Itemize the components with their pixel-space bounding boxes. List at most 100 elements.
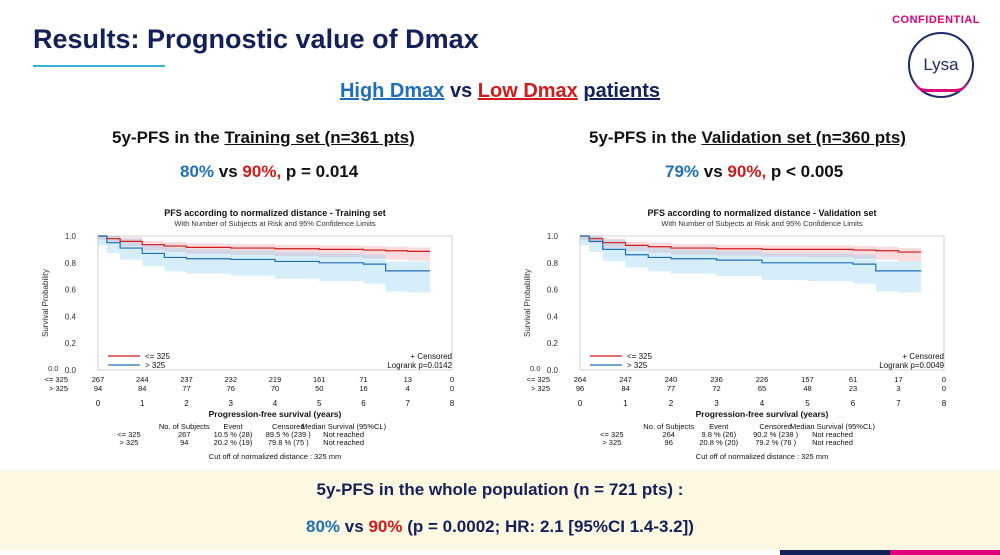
at-risk-count: 0 xyxy=(942,384,946,393)
validation-km-chart: PFS according to normalized distance - V… xyxy=(523,208,947,461)
x-tick-label: 4 xyxy=(273,399,278,408)
at-risk-count: 0 xyxy=(450,375,454,384)
chart-title: PFS according to normalized distance - T… xyxy=(164,208,386,218)
validation-heading: 5y-PFS in the Validation set (n=360 pts) xyxy=(589,128,906,148)
at-risk-group-label: <= 325 xyxy=(45,375,68,384)
x-tick-label: 3 xyxy=(229,399,234,408)
summary-group: <= 325 xyxy=(600,430,623,439)
zero-tick-label: 0.0 xyxy=(530,364,540,373)
summary-cell: 10.5 % (28) xyxy=(214,430,253,439)
at-risk-count: 48 xyxy=(803,384,811,393)
subtitle-low: Low Dmax xyxy=(477,80,578,102)
summary-cell: 90.2 % (238 ) xyxy=(753,430,799,439)
cutoff-note: Cut off of normalized distance : 325 mm xyxy=(209,452,341,461)
at-risk-count: 247 xyxy=(619,375,632,384)
y-tick-label: 0.8 xyxy=(65,259,77,268)
chart-subtitle: With Number of Subjects at Risk and 95% … xyxy=(174,219,376,228)
at-risk-group-label: > 325 xyxy=(49,384,68,393)
x-axis-label: Progression-free survival (years) xyxy=(209,409,342,419)
training-heading-prefix: 5y-PFS in the xyxy=(112,128,225,147)
at-risk-count: 76 xyxy=(227,384,235,393)
legend-label: > 325 xyxy=(145,361,166,370)
at-risk-count: 71 xyxy=(359,375,367,384)
whole-pfs-rest: (p = 0.0002; HR: 2.1 [95%CI 1.4-3.2]) xyxy=(407,517,694,536)
chart-title: PFS according to normalized distance - V… xyxy=(647,208,876,218)
validation-pfs-high: 79% xyxy=(665,162,700,181)
at-risk-count: 16 xyxy=(359,384,367,393)
zero-tick-label: 0.0 xyxy=(48,364,58,373)
summary-cell: 267 xyxy=(178,430,191,439)
y-tick-label: 0.6 xyxy=(547,286,559,295)
summary-header: Censored xyxy=(759,422,792,431)
training-pfs-vs: vs xyxy=(218,162,238,181)
km-curve-high xyxy=(98,235,430,272)
title-underline xyxy=(33,65,165,67)
confidence-band-high xyxy=(580,236,922,294)
y-tick-label: 0.4 xyxy=(547,312,559,321)
at-risk-count: 77 xyxy=(182,384,190,393)
logo-arc xyxy=(913,78,969,92)
km-curve-low xyxy=(98,235,430,253)
at-risk-count: 23 xyxy=(849,384,857,393)
whole-population-pfs: 80% vs 90% (p = 0.0002; HR: 2.1 [95%CI 1… xyxy=(0,517,1000,537)
y-axis-label: Survival Probability xyxy=(41,269,50,337)
at-risk-count: 84 xyxy=(621,384,629,393)
training-heading-set: Training set (n=361 pts) xyxy=(224,128,415,147)
summary-cell: Not reached xyxy=(323,430,364,439)
at-risk-count: 70 xyxy=(271,384,279,393)
x-tick-label: 5 xyxy=(317,399,322,408)
x-tick-label: 0 xyxy=(578,399,583,408)
whole-pfs-high: 80% xyxy=(306,517,341,536)
at-risk-group-label: <= 325 xyxy=(527,375,550,384)
training-pfs-p: p = 0.014 xyxy=(285,162,359,181)
y-tick-label: 0.0 xyxy=(547,366,559,375)
y-tick-label: 0.8 xyxy=(547,259,559,268)
training-pfs-low: 90%, xyxy=(242,162,282,181)
km-curve-high xyxy=(580,235,922,272)
x-tick-label: 0 xyxy=(96,399,101,408)
at-risk-count: 94 xyxy=(94,384,102,393)
training-heading: 5y-PFS in the Training set (n=361 pts) xyxy=(112,128,415,148)
x-tick-label: 3 xyxy=(714,399,719,408)
summary-cell: Not reached xyxy=(323,438,364,447)
at-risk-count: 61 xyxy=(849,375,857,384)
cutoff-note: Cut off of normalized distance : 325 mm xyxy=(696,452,828,461)
validation-pfs-low: 90%, xyxy=(727,162,767,181)
x-tick-label: 1 xyxy=(623,399,628,408)
at-risk-count: 13 xyxy=(404,375,412,384)
confidence-band-high xyxy=(98,236,430,294)
summary-cell: 79.2 % (76 ) xyxy=(755,438,796,447)
summary-header: Event xyxy=(709,422,729,431)
y-tick-label: 0.6 xyxy=(65,286,77,295)
at-risk-count: 264 xyxy=(574,375,587,384)
y-tick-label: 1.0 xyxy=(547,232,559,241)
summary-header: Median Survival (95%CL) xyxy=(301,422,387,431)
x-tick-label: 4 xyxy=(760,399,765,408)
at-risk-count: 226 xyxy=(756,375,769,384)
subtitle-rest: patients xyxy=(583,80,661,102)
validation-heading-set: Validation set (n=360 pts) xyxy=(701,128,906,147)
summary-header: No. of Subjects xyxy=(159,422,210,431)
summary-cell: 20.2 % (19) xyxy=(214,438,253,447)
chart-subtitle: With Number of Subjects at Risk and 95% … xyxy=(661,219,863,228)
at-risk-count: 240 xyxy=(665,375,678,384)
whole-population-heading: 5y-PFS in the whole population (n = 721 … xyxy=(316,480,684,499)
summary-header: Event xyxy=(223,422,243,431)
legend-label: <= 325 xyxy=(145,352,170,361)
summary-header: Median Survival (95%CL) xyxy=(790,422,876,431)
at-risk-count: 232 xyxy=(224,375,237,384)
at-risk-count: 17 xyxy=(894,375,902,384)
slide-subtitle: High Dmax vs Low Dmax patients xyxy=(0,80,1000,103)
at-risk-count: 0 xyxy=(942,375,946,384)
at-risk-group-label: > 325 xyxy=(531,384,550,393)
x-tick-label: 2 xyxy=(669,399,674,408)
summary-cell: 96 xyxy=(665,438,673,447)
y-tick-label: 0.2 xyxy=(547,339,559,348)
x-tick-label: 8 xyxy=(450,399,455,408)
summary-band xyxy=(0,470,1000,550)
validation-pfs-vs: vs xyxy=(703,162,723,181)
training-pfs-high: 80% xyxy=(180,162,215,181)
summary-cell: 20.8 % (20) xyxy=(699,438,738,447)
at-risk-count: 236 xyxy=(710,375,723,384)
at-risk-count: 237 xyxy=(180,375,193,384)
